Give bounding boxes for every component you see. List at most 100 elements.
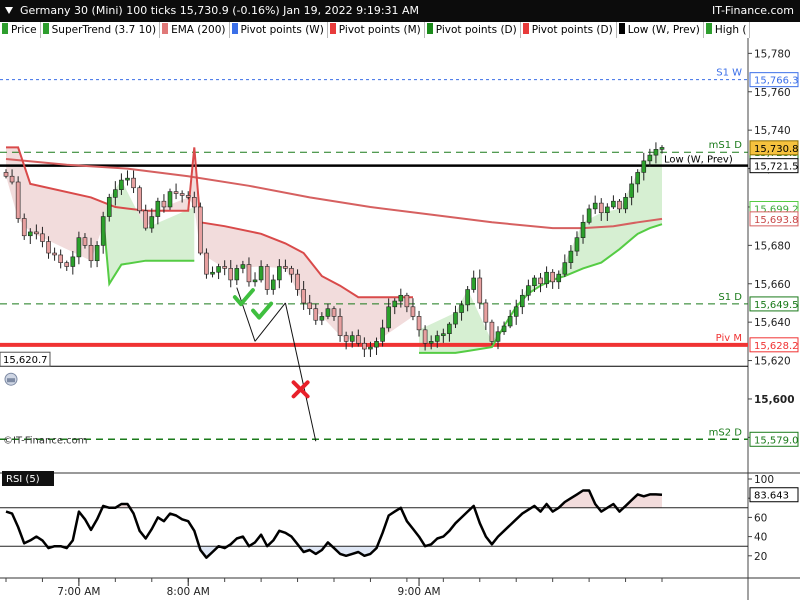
candle-body[interactable] xyxy=(228,268,234,281)
candle-body[interactable] xyxy=(179,193,185,196)
candle-body[interactable] xyxy=(52,252,57,256)
candle-body[interactable] xyxy=(113,189,118,198)
candle-body[interactable] xyxy=(349,335,355,342)
candle-body[interactable] xyxy=(210,271,215,275)
legend-item[interactable]: Pivot points (W) xyxy=(230,22,328,38)
candle-body[interactable] xyxy=(70,256,76,267)
candle-body[interactable] xyxy=(410,306,416,317)
candle-body[interactable] xyxy=(447,323,452,334)
candle-body[interactable] xyxy=(185,195,191,198)
candle-body[interactable] xyxy=(137,187,142,212)
candle-body[interactable] xyxy=(3,172,9,177)
candle-body[interactable] xyxy=(119,179,124,190)
candle-body[interactable] xyxy=(519,294,525,308)
candle-body[interactable] xyxy=(9,175,15,183)
chart-canvas[interactable]: 15,78015,76015,74015,72015,70015,68015,6… xyxy=(0,38,800,600)
candle-body[interactable] xyxy=(544,271,549,285)
candle-body[interactable] xyxy=(246,264,252,283)
candle-body[interactable] xyxy=(88,245,94,262)
candle-body[interactable] xyxy=(58,254,63,263)
candle-body[interactable] xyxy=(307,302,313,310)
candle-body[interactable] xyxy=(100,216,106,246)
candle-body[interactable] xyxy=(143,210,149,229)
candle-body[interactable] xyxy=(277,266,282,281)
candle-body[interactable] xyxy=(76,237,82,258)
legend-item[interactable]: Pivot points (M) xyxy=(328,22,425,38)
candle-body[interactable] xyxy=(441,333,446,336)
candle-body[interactable] xyxy=(538,277,543,285)
candle-body[interactable] xyxy=(270,279,276,290)
candle-body[interactable] xyxy=(15,181,21,219)
candle-body[interactable] xyxy=(125,177,130,181)
candle-body[interactable] xyxy=(155,200,161,217)
candle-body[interactable] xyxy=(46,241,51,254)
legend-item[interactable]: Pivot points (D) xyxy=(425,22,521,38)
candle-body[interactable] xyxy=(623,197,628,210)
candle-body[interactable] xyxy=(489,321,495,342)
candle-body[interactable] xyxy=(64,262,70,267)
candle-body[interactable] xyxy=(556,273,562,283)
candle-body[interactable] xyxy=(647,154,653,162)
candle-body[interactable] xyxy=(416,316,422,331)
candle-body[interactable] xyxy=(337,316,343,336)
candle-body[interactable] xyxy=(167,191,173,208)
candle-body[interactable] xyxy=(343,335,349,342)
candle-body[interactable] xyxy=(617,200,622,210)
candle-body[interactable] xyxy=(526,285,531,296)
candle-body[interactable] xyxy=(513,306,519,317)
candle-body[interactable] xyxy=(368,346,373,350)
candle-body[interactable] xyxy=(173,191,179,194)
collapse-triangle-icon[interactable] xyxy=(5,7,13,14)
candle-body[interactable] xyxy=(428,341,434,344)
candle-body[interactable] xyxy=(635,172,641,185)
candle-body[interactable] xyxy=(471,277,477,290)
candle-body[interactable] xyxy=(580,222,586,238)
candle-body[interactable] xyxy=(258,266,264,281)
candle-body[interactable] xyxy=(106,197,112,217)
candle-body[interactable] xyxy=(252,279,258,283)
candle-body[interactable] xyxy=(598,202,604,214)
candle-body[interactable] xyxy=(313,308,319,321)
candle-body[interactable] xyxy=(459,304,464,313)
candle-body[interactable] xyxy=(374,341,379,348)
candle-body[interactable] xyxy=(592,202,598,210)
candle-body[interactable] xyxy=(386,306,391,329)
candle-body[interactable] xyxy=(216,266,221,273)
candle-body[interactable] xyxy=(422,329,428,344)
candle-body[interactable] xyxy=(398,294,404,302)
candle-body[interactable] xyxy=(434,335,440,342)
candle-body[interactable] xyxy=(611,200,616,208)
legend-item[interactable]: Low (W, Prev) xyxy=(617,22,704,38)
legend-item[interactable]: High ( xyxy=(704,22,751,38)
candle-body[interactable] xyxy=(240,264,246,269)
candle-body[interactable] xyxy=(453,312,458,325)
candle-body[interactable] xyxy=(501,325,507,333)
candle-body[interactable] xyxy=(234,268,240,281)
candle-body[interactable] xyxy=(362,342,367,350)
candle-body[interactable] xyxy=(392,300,398,308)
candle-body[interactable] xyxy=(477,277,483,304)
candle-body[interactable] xyxy=(325,308,331,317)
candle-body[interactable] xyxy=(331,308,337,317)
legend-item[interactable]: SuperTrend (3.7 10) xyxy=(41,22,161,38)
candle-body[interactable] xyxy=(532,277,537,286)
candle-body[interactable] xyxy=(27,231,33,237)
candle-body[interactable] xyxy=(222,266,227,269)
candle-body[interactable] xyxy=(380,327,385,342)
candle-body[interactable] xyxy=(34,231,39,235)
candle-body[interactable] xyxy=(465,289,470,306)
candle-body[interactable] xyxy=(605,206,610,214)
candle-body[interactable] xyxy=(659,147,665,150)
candle-body[interactable] xyxy=(586,208,592,223)
candle-body[interactable] xyxy=(295,273,300,290)
candle-body[interactable] xyxy=(629,183,634,198)
legend-item[interactable]: Pivot points (D) xyxy=(521,22,617,38)
candle-body[interactable] xyxy=(574,237,580,252)
candle-body[interactable] xyxy=(289,268,294,275)
candle-body[interactable] xyxy=(131,177,136,189)
candle-body[interactable] xyxy=(301,289,306,304)
legend-item[interactable]: EMA (200) xyxy=(160,22,230,38)
candle-body[interactable] xyxy=(21,218,27,237)
candle-body[interactable] xyxy=(264,266,270,290)
candle-body[interactable] xyxy=(191,197,197,208)
